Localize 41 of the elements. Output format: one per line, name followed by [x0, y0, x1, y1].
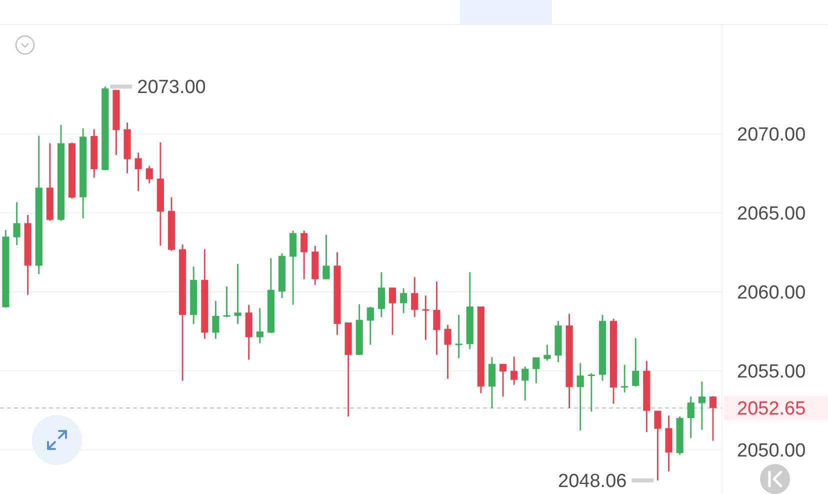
candlestick [621, 364, 628, 394]
candlestick [522, 366, 529, 402]
candlestick [388, 286, 396, 336]
y-tick-label: 2060.00 [737, 282, 806, 304]
candlestick [212, 300, 220, 340]
candlestick [146, 165, 153, 184]
candlestick [366, 306, 374, 346]
candlestick [300, 230, 308, 280]
candlestick [544, 344, 551, 362]
candlestick [422, 294, 430, 341]
candlestick [687, 396, 694, 439]
y-tick-label: 2070.00 [737, 124, 806, 146]
candlestick [654, 410, 662, 482]
candlestick [488, 356, 496, 409]
candlestick [588, 372, 595, 412]
y-tick-label: 2055.00 [737, 361, 806, 382]
candlestick [223, 286, 230, 318]
ref-line-label: 2052.65 [737, 398, 806, 420]
candlestick [256, 307, 264, 344]
candlestick [576, 362, 584, 432]
y-tick-label: 2065.00 [737, 204, 806, 225]
candlestick [532, 356, 540, 384]
candlestick [322, 234, 330, 280]
candlestick [400, 288, 408, 314]
candlestick [510, 356, 518, 386]
candlestick [698, 380, 706, 430]
candlestick [378, 271, 385, 318]
candlestick [134, 152, 142, 192]
annotation: 2048.06 [558, 471, 627, 492]
candlestick [499, 363, 507, 398]
candlestick [444, 324, 452, 380]
candlestick [13, 201, 20, 246]
y-tick-label: 2050.00 [737, 440, 806, 462]
candlestick [709, 395, 717, 442]
candlestick [290, 230, 297, 306]
candlestick [632, 337, 640, 388]
annotation: 2073.00 [137, 77, 206, 98]
candlestick [411, 276, 418, 318]
candlestick [433, 280, 440, 356]
candlestick [455, 314, 462, 359]
candlestick [234, 263, 242, 325]
